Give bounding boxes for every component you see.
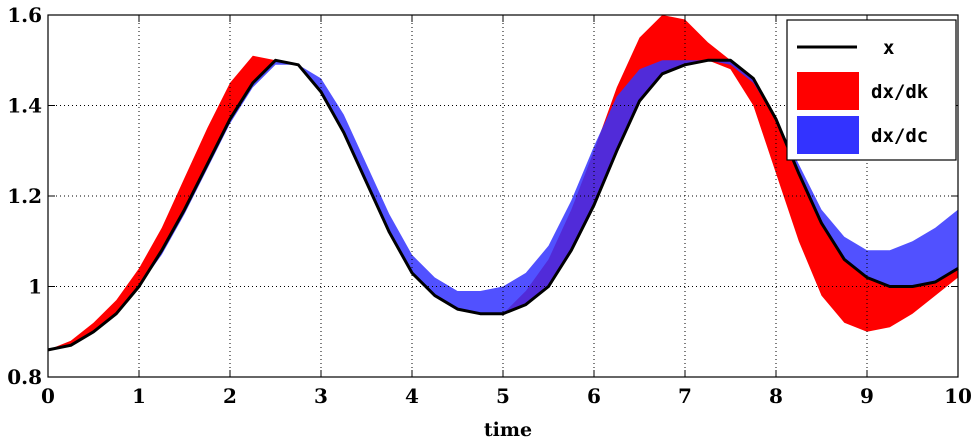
x-axis-ticks: 0 1 2 3 4 5 6 7 8 9 10	[41, 15, 972, 408]
x-tick-label-1: 1	[132, 384, 146, 408]
legend-label-dx-dc: dx/dc	[871, 125, 928, 147]
legend-swatch-dx-dk	[797, 72, 859, 110]
band-dx-dk	[48, 15, 958, 350]
y-tick-label-3: 1.4	[7, 94, 42, 118]
y-axis-ticks: 0.8 1 1.2 1.4 1.6	[7, 3, 958, 389]
x-tick-label-10: 10	[944, 384, 972, 408]
y-tick-label-4: 1.6	[7, 3, 42, 27]
y-tick-label-2: 1.2	[7, 184, 42, 208]
x-tick-label-9: 9	[860, 384, 874, 408]
legend-swatch-dx-dc	[797, 116, 859, 154]
x-tick-label-2: 2	[223, 384, 237, 408]
x-tick-label-6: 6	[587, 384, 601, 408]
x-tick-label-3: 3	[314, 384, 328, 408]
legend: x dx/dk dx/dc	[786, 19, 957, 161]
grid-lines	[48, 15, 958, 377]
x-tick-label-7: 7	[678, 384, 692, 408]
y-tick-label-0: 0.8	[7, 365, 42, 389]
x-tick-label-0: 0	[41, 384, 55, 408]
x-axis-label: time	[484, 419, 532, 441]
series-lines	[47, 58, 959, 352]
x-tick-label-4: 4	[405, 384, 419, 408]
series-line-x	[47, 58, 959, 352]
legend-label-dx-dk: dx/dk	[871, 81, 929, 103]
y-tick-label-1: 1	[28, 275, 42, 299]
x-tick-label-5: 5	[496, 384, 510, 408]
legend-label-x: x	[883, 37, 894, 59]
x-tick-label-8: 8	[769, 384, 783, 408]
